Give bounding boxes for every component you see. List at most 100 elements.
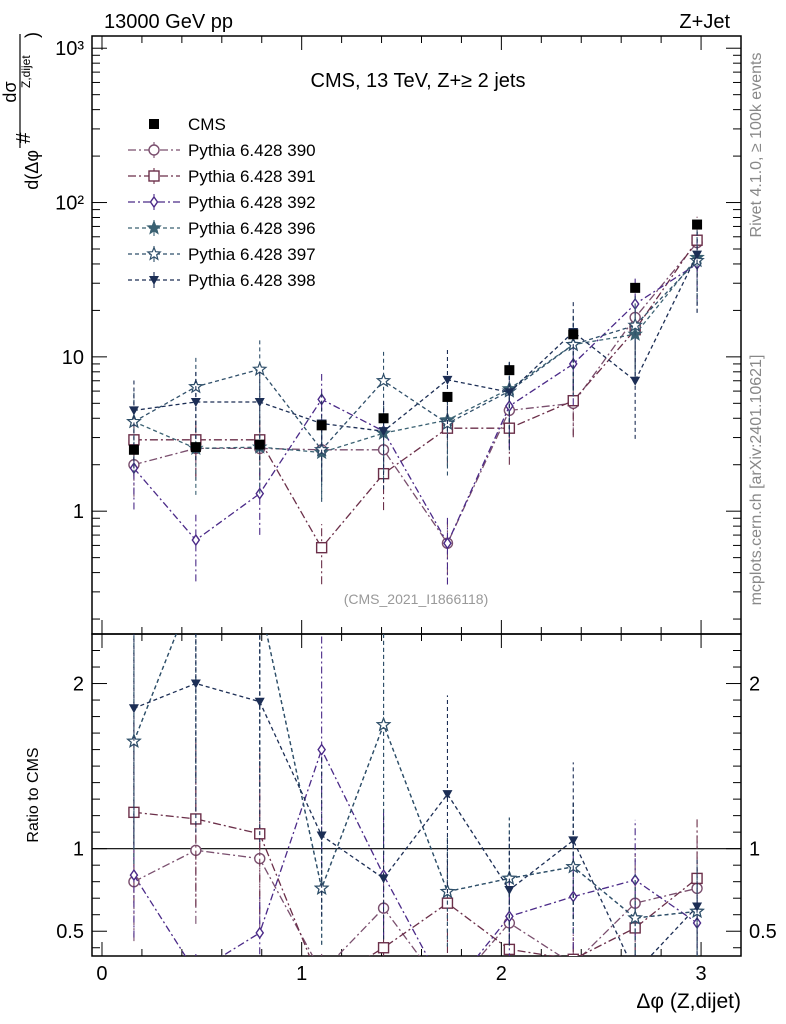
ratio-marker <box>129 868 139 882</box>
ratio-marker <box>627 909 643 925</box>
ratio-y-label: Ratio to CMS <box>25 747 42 842</box>
data-point <box>128 444 139 455</box>
legend-label: Pythia 6.428 391 <box>188 167 316 186</box>
y-label-superscript: Z,dijet <box>19 55 33 88</box>
main-ytick-label: 10² <box>55 193 84 215</box>
legend-marker <box>148 170 160 182</box>
data-point <box>568 329 579 340</box>
beam-label: 13000 GeV pp <box>104 11 233 33</box>
legend: CMS Pythia 6.428 390 Pythia 6.428 391 Pythi… <box>128 115 316 290</box>
ratio-marker <box>190 679 201 689</box>
data-point <box>692 219 703 230</box>
legend-label: Pythia 6.428 390 <box>188 141 316 160</box>
ratio-ytick-label-right: 1 <box>749 839 760 861</box>
xtick-label: 3 <box>695 963 706 985</box>
rivet-label: Rivet 4.1.0, ≥ 100k events <box>748 53 765 238</box>
ratio-ytick-label: 0.5 <box>56 921 84 943</box>
series-pythia-6-428-392 <box>129 238 702 585</box>
data-point <box>316 420 327 431</box>
xtick-label: 0 <box>96 963 107 985</box>
ratio-series-pythia-6-428-390 <box>128 776 703 956</box>
data-point <box>378 413 389 424</box>
main-ytick-label: 10 <box>62 347 84 369</box>
main-ytick-label: 10³ <box>55 38 84 60</box>
series-marker <box>692 250 703 260</box>
legend-label: Pythia 6.428 392 <box>188 193 316 212</box>
series-line <box>133 254 698 432</box>
ratio-series-pythia-6-428-396 <box>126 634 705 956</box>
ratio-ytick-label: 2 <box>73 674 84 696</box>
series-marker <box>254 397 265 407</box>
series-cms-data <box>128 219 703 455</box>
main-series-group <box>126 216 705 585</box>
main-ytick-label: 1 <box>73 501 84 523</box>
data-point <box>190 442 201 453</box>
main-axis-ticks: 1 10 10² 10³ <box>55 36 741 634</box>
ratio-marker <box>378 874 389 884</box>
legend-label: Pythia 6.428 397 <box>188 245 316 264</box>
series-marker <box>315 541 328 554</box>
ratio-plot-area <box>126 634 705 956</box>
main-title: CMS, 13 TeV, Z+≥ 2 jets <box>311 70 526 92</box>
legend-marker <box>149 195 159 209</box>
legend-marker <box>149 276 159 285</box>
legend-label: CMS <box>188 115 226 134</box>
series-marker <box>191 533 201 547</box>
series-line <box>133 242 698 545</box>
legend-label: Pythia 6.428 398 <box>188 271 316 290</box>
series-marker <box>443 536 452 550</box>
series-marker <box>190 397 201 407</box>
legend-marker <box>148 144 160 156</box>
y-label-prefix: # <box>13 132 35 144</box>
ratio-series-pythia-6-428-392 <box>129 634 702 956</box>
y-label-numerator: dσ <box>0 81 20 102</box>
ratio-marker <box>630 873 640 887</box>
series-line <box>133 260 698 451</box>
series-marker <box>375 372 392 388</box>
ratio-ytick-label: 1 <box>73 839 84 861</box>
ratio-marker <box>504 885 515 895</box>
legend-marker <box>146 245 162 261</box>
ratio-line <box>133 747 698 956</box>
ratio-series-group <box>126 634 705 956</box>
data-point <box>254 439 265 450</box>
legend-label: Pythia 6.428 396 <box>188 219 316 238</box>
ratio-marker <box>255 926 265 940</box>
ratio-marker <box>377 942 390 954</box>
data-point <box>504 365 515 376</box>
ratio-series-pythia-6-428-391 <box>128 721 703 956</box>
legend-marker-cms <box>149 119 159 129</box>
ratio-line <box>133 811 698 956</box>
ratio-line <box>133 634 698 919</box>
ratio-marker <box>317 743 327 756</box>
source-label: mcplots.cern.ch [arXiv:2401.10621] <box>748 355 765 606</box>
ratio-marker <box>128 704 139 714</box>
x-axis-label: Δφ (Z,dijet) <box>636 990 741 1013</box>
ratio-line <box>133 849 698 956</box>
main-y-label: # dσ d(Δφ Z,dijet ) <box>0 32 42 190</box>
y-label-denominator: d(Δφ <box>22 150 42 190</box>
ratio-marker <box>316 831 327 841</box>
xtick-label: 1 <box>296 963 307 985</box>
analysis-label: (CMS_2021_I1866118) <box>344 591 489 607</box>
legend-marker <box>146 219 162 235</box>
ratio-marker <box>442 790 453 800</box>
series-line <box>133 239 698 549</box>
ratio-marker <box>568 836 579 846</box>
data-point <box>630 282 641 293</box>
ratio-ytick-label-right: 2 <box>749 674 760 696</box>
ratio-axis-ticks: 0.5 0.5 1 1 2 2 0 1 2 3 <box>56 633 777 985</box>
series-marker <box>630 376 641 386</box>
series-line <box>133 257 698 454</box>
ratio-marker <box>254 697 265 707</box>
xtick-label: 2 <box>496 963 507 985</box>
series-marker <box>378 427 389 437</box>
ratio-line <box>133 682 698 956</box>
ratio-ytick-label-right: 0.5 <box>749 921 777 943</box>
series-marker <box>504 388 515 398</box>
data-point <box>442 391 453 402</box>
series-marker <box>128 406 139 416</box>
ratio-marker <box>375 716 392 732</box>
ratio-series-pythia-6-428-397 <box>126 634 705 956</box>
